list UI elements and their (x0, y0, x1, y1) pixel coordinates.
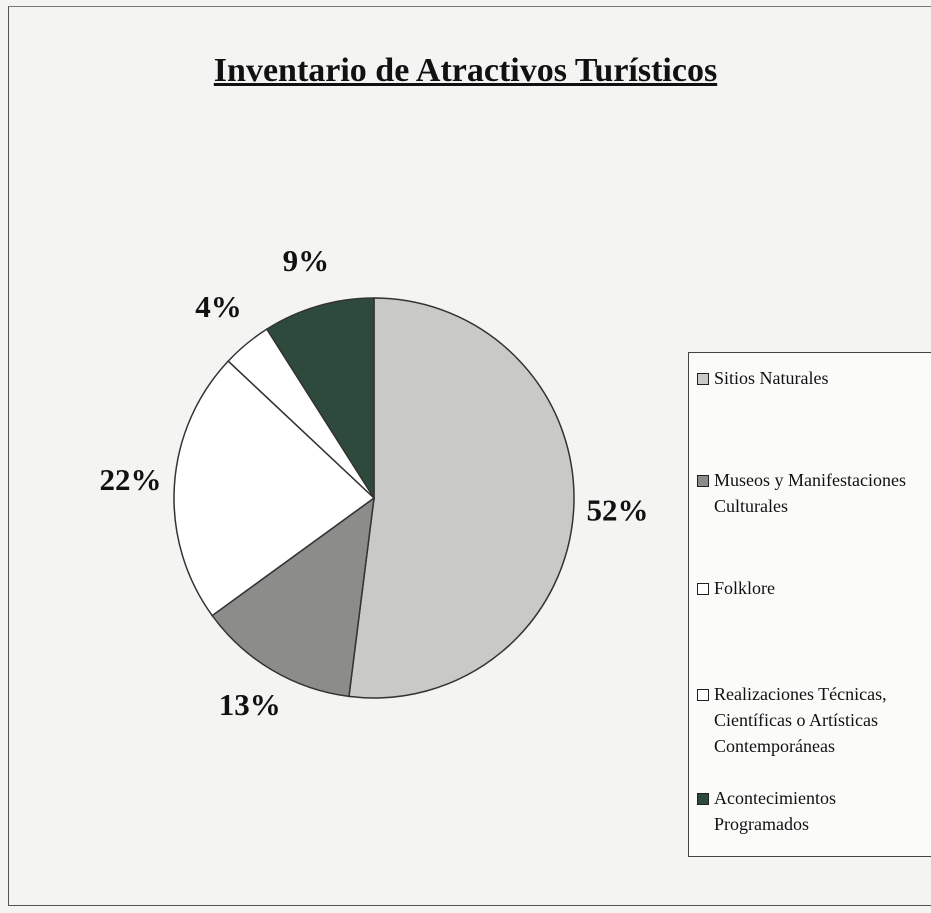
legend-swatch (697, 475, 709, 487)
legend-item: Realizaciones Técnicas, Científicas o Ar… (697, 681, 929, 759)
legend-swatch (697, 793, 709, 805)
legend-swatch (697, 583, 709, 595)
chart-title: Inventario de Atractivos Turísticos (213, 52, 718, 89)
slice-label: 13% (219, 687, 281, 722)
legend-item: Museos y Manifestaciones Culturales (697, 467, 929, 519)
slice-label: 22% (99, 462, 161, 497)
slice-label: 4% (195, 289, 242, 324)
legend-item: Acontecimientos Programados (697, 785, 929, 837)
legend-item: Sitios Naturales (697, 365, 929, 391)
legend-item: Folklore (697, 575, 929, 601)
pie-slice (211, 496, 375, 698)
chart-frame (8, 6, 931, 906)
pie-slice (173, 360, 376, 617)
legend-label: Realizaciones Técnicas, Científicas o Ar… (714, 684, 887, 756)
legend-swatch (697, 373, 709, 385)
pie-slice (265, 297, 375, 501)
legend-label: Sitios Naturales (714, 368, 829, 388)
legend: Sitios Naturales Museos y Manifestaciones… (688, 352, 931, 857)
pie-slice (348, 297, 575, 699)
legend-label: Folklore (714, 578, 775, 598)
legend-label: Museos y Manifestaciones Culturales (714, 470, 906, 516)
slice-label: 52% (587, 492, 649, 527)
legend-swatch (697, 689, 709, 701)
legend-label: Acontecimientos Programados (714, 788, 836, 834)
slice-label: 9% (283, 243, 330, 278)
